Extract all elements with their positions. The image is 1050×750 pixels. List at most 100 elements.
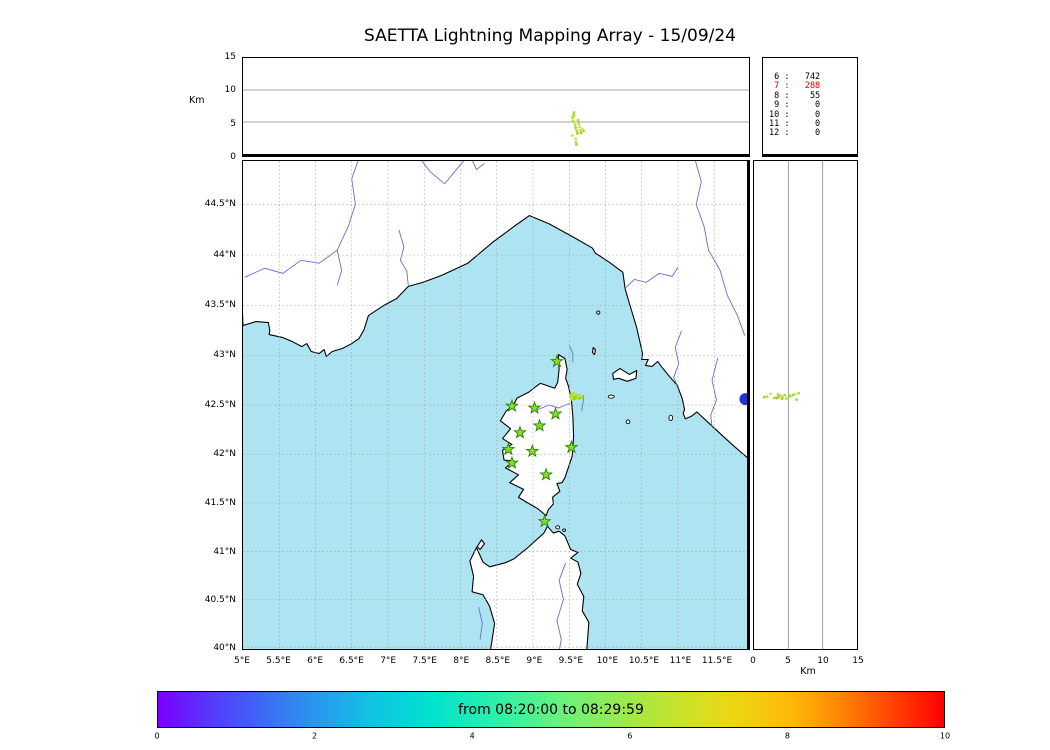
top-panel-unit-label: Km: [189, 95, 205, 106]
river: [421, 161, 465, 185]
station-marker: [564, 440, 579, 454]
top-panel-ytick: 0: [230, 152, 236, 162]
altitude-vs-latitude-panel: [753, 160, 858, 650]
colorbar-tick: 8: [784, 731, 790, 741]
map-lat-tick: 40°N: [213, 643, 236, 654]
map-lon-tick: 5.5°E: [266, 656, 291, 666]
map-lat-tick: 43.5°N: [204, 300, 236, 311]
river: [472, 161, 485, 171]
mainland-coastline: [243, 161, 747, 459]
station-count-stats-panel: 6 : 742 7 : 288 8 : 55 9 : 0 10 : 0 11 : 0…: [762, 57, 858, 157]
lightning-source-dot: [571, 119, 575, 123]
map-lon-tick: 8.5°E: [485, 656, 511, 666]
islet: [562, 528, 567, 532]
map-lat-tick: 42.5°N: [204, 400, 236, 411]
lightning-source-dot: [574, 137, 578, 140]
lightning-source-dot: [793, 392, 796, 396]
lightning-source-dot: [775, 396, 779, 400]
lightning-source-dot: [572, 111, 576, 114]
river: [695, 161, 746, 336]
stats-line-6: 6 : 742: [769, 72, 821, 82]
map-lon-tick: 5°E: [234, 656, 250, 666]
lightning-source-dot: [789, 394, 792, 398]
altitude-vs-longitude-panel: [242, 57, 750, 157]
lightning-source-dot: [576, 118, 580, 122]
lightning-source-dot: [580, 127, 584, 131]
islet: [555, 525, 561, 530]
lightning-source-dot: [781, 395, 785, 399]
map-lat-tick: 44.5°N: [204, 198, 236, 209]
right-panel-unit-label: Km: [800, 666, 816, 677]
river: [625, 267, 679, 288]
map-lon-tick: 10.5°E: [628, 656, 660, 666]
right-panel-xtick: 10: [817, 656, 829, 666]
map-lon-tick: 7.5°E: [412, 656, 437, 666]
map-panel: [242, 160, 750, 650]
lightning-source-dot: [578, 125, 582, 129]
islet: [596, 310, 601, 315]
lightning-source-dot: [795, 398, 798, 402]
river: [673, 330, 683, 386]
right-panel-xtick: 5: [785, 656, 791, 666]
station-marker: [513, 425, 527, 439]
river: [478, 606, 483, 640]
colorbar-tick: 0: [154, 731, 160, 741]
altitude-longitude-canvas: [243, 89, 749, 146]
station-marker: [527, 400, 542, 414]
lightning-source-dot: [572, 392, 576, 396]
river: [556, 562, 567, 649]
altitude-latitude-canvas: [762, 161, 824, 649]
stats-line-10: 10 : 0: [769, 109, 821, 120]
station-marker: [549, 354, 564, 368]
map-lon-tick: 6.5°E: [339, 656, 364, 666]
stats-line-8: 8 : 55: [769, 90, 821, 101]
sardinia-coastline: [469, 525, 590, 649]
lightning-source-dot: [576, 132, 579, 135]
map-lon-tick: 9°E: [526, 656, 543, 666]
river: [536, 402, 571, 411]
lightning-source-dot: [571, 134, 574, 137]
stats-rows: 6 : 742 7 : 288 8 : 55 9 : 0 10 : 0 11 : 0…: [769, 72, 857, 139]
map-lon-tick: 6°E: [307, 656, 324, 666]
map-lat-tick: 41.5°N: [204, 498, 236, 509]
river: [244, 161, 359, 278]
station-marker: [539, 467, 554, 481]
sea-streak: [568, 345, 574, 363]
capraia-island: [591, 346, 596, 356]
stats-line-11: 11 : 0: [769, 119, 821, 130]
map-lat-tick: 41°N: [213, 547, 236, 558]
lightning-source-dot: [574, 140, 578, 144]
map-lon-tick: 11°E: [669, 656, 692, 666]
station-marker: [501, 441, 516, 456]
corsica-coastline: [499, 353, 575, 517]
colorbar-time-range-label: from 08:20:00 to 08:29:59: [458, 701, 644, 718]
colorbar-tick: 4: [469, 731, 475, 741]
lightning-source-dot: [762, 395, 766, 399]
map-lat-tick: 44°N: [213, 249, 236, 260]
stats-line-9: 9 : 0: [769, 100, 821, 111]
islet: [668, 414, 674, 421]
lightning-source-dot: [573, 121, 576, 124]
station-marker: [505, 455, 519, 469]
top-panel-ytick: 10: [224, 85, 236, 96]
station-marker: [537, 514, 552, 528]
islet: [625, 419, 631, 425]
lightning-source-dot: [582, 129, 586, 133]
lightning-source-dot: [569, 396, 573, 400]
station-marker: [548, 406, 563, 420]
time-colorbar: from 08:20:00 to 08:29:59: [157, 691, 945, 728]
top-panel-ytick: 15: [224, 52, 236, 62]
map-canvas: [243, 161, 747, 649]
map-lat-tick: 42°N: [213, 449, 236, 460]
islet: [607, 394, 615, 399]
lightning-source-dot: [784, 397, 788, 401]
lightning-source-dot: [783, 393, 787, 397]
asinara-island: [476, 539, 486, 551]
lightning-source-dot: [573, 395, 577, 399]
lightning-source-dot: [579, 131, 583, 135]
map-lat-tick: 43°N: [213, 350, 236, 361]
map-lon-tick: 9.5°E: [558, 656, 584, 666]
stats-line-7: 7 : 288: [769, 81, 821, 92]
lightning-source-dot: [777, 395, 781, 399]
figure-title: SAETTA Lightning Mapping Array - 15/09/2…: [364, 26, 736, 46]
